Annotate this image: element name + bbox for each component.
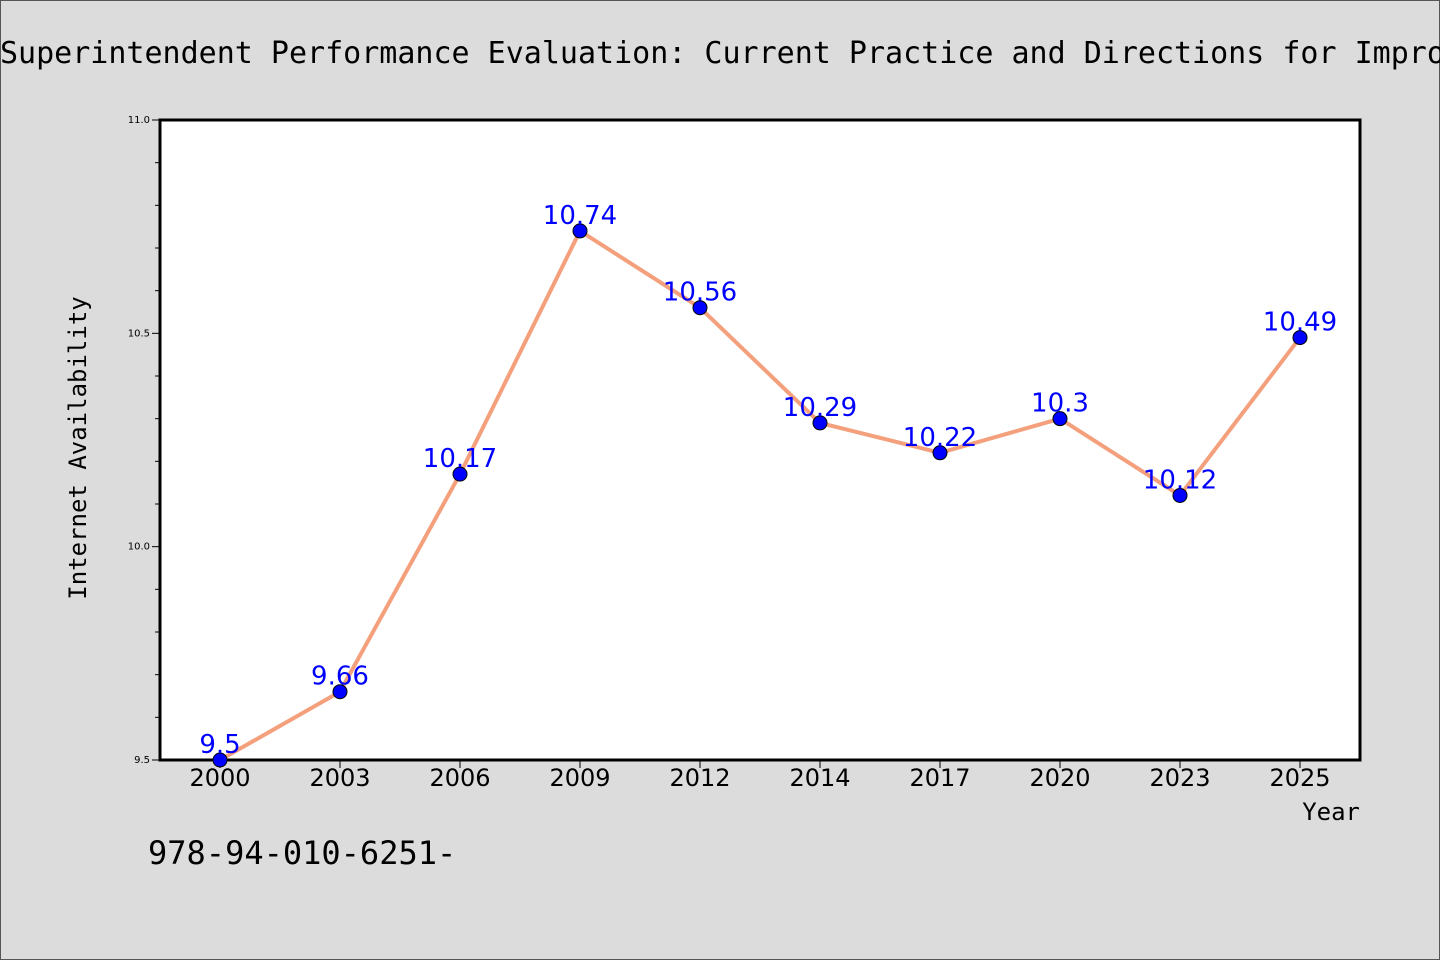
x-tick-label: 2012	[669, 764, 730, 792]
data-label: 10.49	[1263, 308, 1337, 338]
data-label: 9.66	[311, 662, 369, 692]
x-axis-label: Year	[1302, 798, 1360, 826]
x-tick-label: 2009	[549, 764, 610, 792]
chart-title: Superintendent Performance Evaluation: C…	[0, 36, 1440, 71]
x-tick-label: 2020	[1029, 764, 1090, 792]
x-tick-label: 2025	[1269, 764, 1330, 792]
data-label: 10.22	[903, 423, 977, 453]
y-axis-label: Internet Availability	[64, 296, 92, 599]
data-label: 10.12	[1143, 465, 1217, 495]
x-tick-label: 2017	[909, 764, 970, 792]
data-point	[1052, 411, 1068, 427]
y-tick-label: 9.5	[134, 755, 150, 766]
data-labels: 9.5 9.66 10.17 10.74 10.56 10.29 10.22 10.3 10.1…	[199, 201, 1337, 760]
data-point	[452, 466, 468, 482]
data-point	[692, 300, 708, 316]
x-tick-label: 2006	[429, 764, 490, 792]
data-label: 10.17	[423, 444, 497, 474]
x-tick-label: 2014	[789, 764, 850, 792]
data-label: 9.5	[199, 730, 240, 760]
data-point	[332, 684, 348, 700]
data-point	[212, 752, 228, 768]
isbn-annotation: 978-94-010-6251-	[148, 834, 456, 872]
x-axis: 2000 2003 2006 2009 2012 2014 2017 2020 2023 2025	[189, 760, 1331, 792]
y-tick-label: 10.5	[128, 328, 150, 339]
data-label: 10.29	[783, 393, 857, 423]
data-point	[572, 223, 588, 239]
data-point	[812, 415, 828, 431]
x-tick-label: 2000	[189, 764, 250, 792]
data-label: 10.3	[1031, 389, 1089, 419]
x-tick-label: 2023	[1149, 764, 1210, 792]
data-point	[1292, 330, 1308, 346]
data-label: 10.56	[663, 278, 737, 308]
data-point	[932, 445, 948, 461]
y-tick-label: 10.0	[128, 542, 150, 553]
y-tick-label: 11.0	[128, 115, 150, 126]
y-axis: 9.5 10.0 10.5 11.0	[128, 115, 160, 766]
data-label: 10.74	[543, 201, 617, 231]
x-tick-label: 2003	[309, 764, 370, 792]
data-point	[1172, 487, 1188, 503]
series-line	[218, 228, 1302, 762]
data-markers	[212, 223, 1308, 768]
